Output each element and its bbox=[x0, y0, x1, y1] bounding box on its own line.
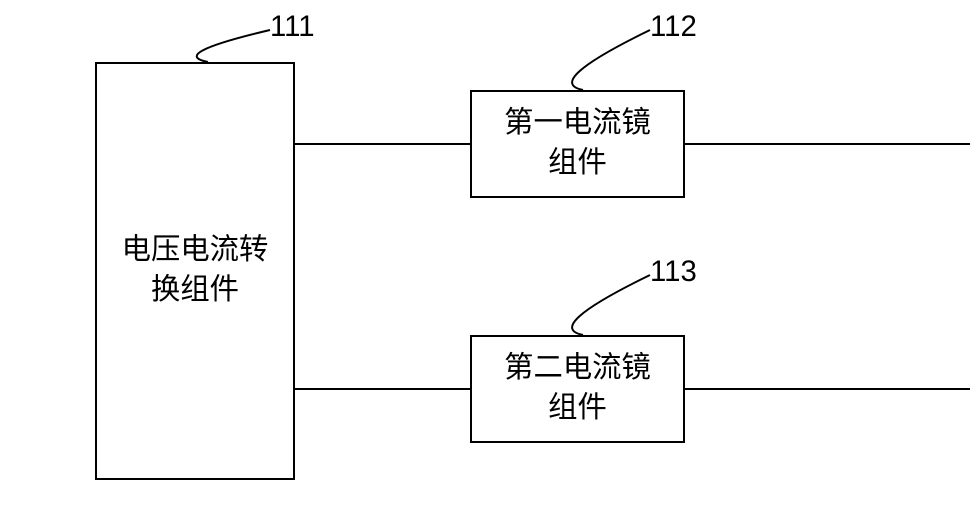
block-voltage-current-converter: 电压电流转 换组件 bbox=[95, 62, 295, 480]
ref-label-111: 111 bbox=[270, 10, 315, 44]
block-second-current-mirror: 第二电流镜 组件 bbox=[470, 335, 685, 443]
block-first-current-mirror-label: 第一电流镜 组件 bbox=[504, 104, 651, 183]
block-second-current-mirror-label: 第二电流镜 组件 bbox=[504, 349, 651, 428]
ref-label-112: 112 bbox=[650, 10, 697, 44]
callout-111 bbox=[197, 30, 270, 62]
ref-label-113: 113 bbox=[650, 255, 697, 289]
connector-mirror1-out bbox=[685, 143, 970, 145]
callout-113 bbox=[572, 275, 650, 335]
connector-mirror2-out bbox=[685, 388, 970, 390]
connector-main-to-mirror1 bbox=[295, 143, 470, 145]
block-first-current-mirror: 第一电流镜 组件 bbox=[470, 90, 685, 198]
connector-main-to-mirror2 bbox=[295, 388, 470, 390]
block-voltage-current-converter-label: 电压电流转 换组件 bbox=[122, 231, 269, 310]
callout-112 bbox=[572, 30, 650, 90]
